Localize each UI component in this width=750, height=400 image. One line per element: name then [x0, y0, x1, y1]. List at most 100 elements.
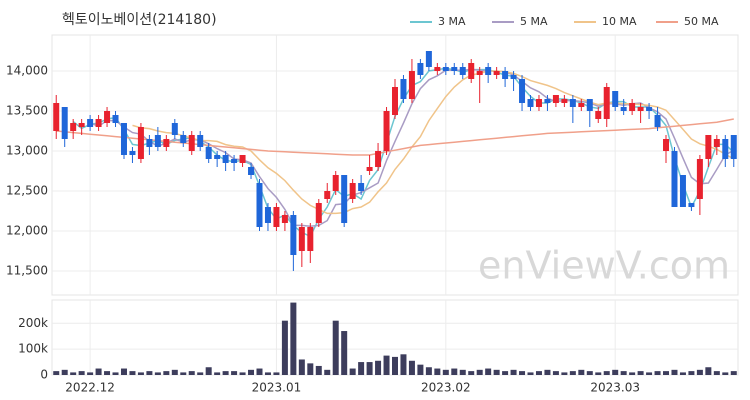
candle-body [688, 203, 695, 207]
volume-bar [341, 331, 348, 375]
volume-bar [620, 371, 627, 375]
candle-body [341, 175, 348, 223]
volume-bar [273, 372, 280, 375]
candle-body [603, 87, 610, 119]
volume-bar [248, 369, 255, 375]
candle-body [519, 79, 526, 103]
candle-body [544, 99, 551, 103]
candle-body [112, 115, 119, 123]
candle-body [248, 167, 255, 175]
candle-body [205, 147, 212, 159]
candle-body [290, 215, 297, 255]
candle-body [307, 227, 314, 251]
price-frame [51, 34, 739, 296]
volume-bar [646, 372, 653, 375]
candle-body [417, 63, 424, 75]
candle-body [561, 99, 568, 103]
y-tick-label: 100k [18, 342, 48, 356]
volume-bar [679, 372, 686, 375]
volume-bar [637, 371, 644, 375]
candle-body [154, 135, 161, 147]
candle-body [87, 119, 94, 127]
candle-body [273, 207, 280, 227]
volume-bar [629, 372, 636, 375]
volume-bar [95, 368, 102, 375]
volume-bar [510, 369, 517, 375]
x-tick-label: 2023.03 [590, 381, 640, 395]
candle-body [163, 139, 170, 147]
volume-bar [468, 371, 475, 375]
volume-bar [569, 371, 576, 375]
volume-bar [349, 368, 356, 375]
candle-body [349, 183, 356, 199]
candle-body [713, 139, 720, 147]
volume-bar [129, 371, 136, 375]
candle-body [663, 139, 670, 151]
volume-bar [730, 371, 737, 375]
volume-bar [104, 371, 111, 375]
volume-bar [442, 369, 449, 375]
x-tick-label: 2022.12 [65, 381, 115, 395]
volume-bar [476, 369, 483, 375]
candle-body [231, 159, 238, 163]
candle-body [442, 67, 449, 71]
volume-bar [239, 372, 246, 375]
volume-bar [264, 372, 271, 375]
candle-body [502, 71, 509, 79]
candle-body [188, 135, 195, 151]
candle-body [434, 67, 441, 71]
volume-bar [713, 371, 720, 375]
volume-bar [358, 362, 365, 375]
candle-body [383, 111, 390, 151]
volume-bar [612, 369, 619, 375]
candle-body [722, 139, 729, 159]
chart-title: 헥토이노베이션(214180) [62, 12, 217, 28]
volume-bar [214, 372, 221, 375]
volume-bar [527, 372, 534, 375]
volume-bar [324, 369, 331, 375]
candle-body [679, 175, 686, 207]
y-tick-label: 200k [18, 316, 48, 330]
candle-body [366, 167, 373, 171]
legend-label: 5 MA [520, 15, 548, 28]
volume-bar [180, 372, 187, 375]
candle-body [408, 71, 415, 99]
volume-bar [425, 367, 432, 375]
x-tick-label: 2023.01 [252, 381, 302, 395]
volume-bar [493, 369, 500, 375]
candle-body [315, 203, 322, 223]
candle-body [730, 135, 737, 159]
volume-bar [519, 371, 526, 375]
legend-label: 3 MA [438, 15, 466, 28]
volume-bar [231, 371, 238, 375]
y-tick-label: 14,000 [6, 64, 48, 78]
candle-body [654, 115, 661, 127]
volume-bar [188, 371, 195, 375]
volume-bar [434, 368, 441, 375]
candle-body [129, 151, 136, 155]
volume-bar [120, 368, 127, 375]
volume-bar [146, 371, 153, 375]
volume-bar [663, 371, 670, 375]
candle-body [120, 123, 127, 155]
volume-bar [307, 363, 314, 375]
legend-label: 10 MA [602, 15, 637, 28]
x-tick-label: 2023.02 [421, 381, 471, 395]
candle-body [510, 75, 517, 79]
y-tick-label: 11,500 [6, 264, 48, 278]
y-tick-label: 12,500 [6, 184, 48, 198]
candle-body [485, 67, 492, 75]
candle-body [264, 207, 271, 223]
candle-body [468, 63, 475, 79]
candle-body [256, 183, 263, 227]
candle-body [476, 71, 483, 75]
volume-bar [400, 354, 407, 375]
candle-body [214, 155, 221, 159]
volume-bar [281, 320, 288, 375]
candle-body [171, 123, 178, 135]
candle-body [78, 123, 85, 127]
volume-bar [485, 368, 492, 375]
candle-body [375, 151, 382, 167]
